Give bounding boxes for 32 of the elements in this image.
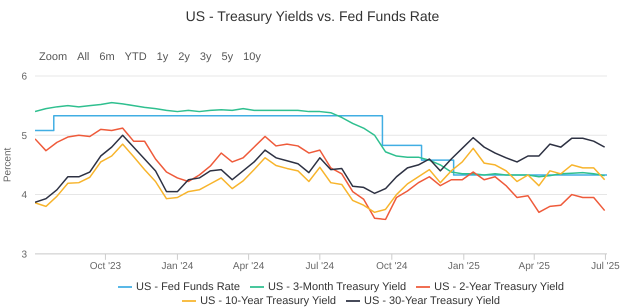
legend-label: US - 3-Month Treasury Yield bbox=[268, 280, 406, 293]
text: YTD bbox=[124, 50, 148, 65]
line-series bbox=[35, 134, 606, 203]
x-tick-label: Jan '25 bbox=[448, 260, 480, 272]
x-tick-label: Apr '25 bbox=[518, 260, 550, 272]
x-tick-label: Oct '24 bbox=[376, 260, 408, 272]
text: 2y bbox=[177, 50, 191, 65]
text: 1y bbox=[156, 50, 170, 65]
legend-label: US - 30-Year Treasury Yield bbox=[364, 294, 500, 307]
y-tick-label: 3 bbox=[21, 249, 28, 260]
y-axis-title: Percent bbox=[2, 147, 14, 182]
text: Zoom bbox=[38, 50, 68, 65]
chart-title: US - Treasury Yields vs. Fed Funds Rate bbox=[184, 8, 440, 24]
legend-label: US - 10-Year Treasury Yield bbox=[200, 294, 336, 307]
line-series bbox=[35, 127, 606, 220]
y-tick-label: 6 bbox=[21, 72, 28, 83]
legend-label: US - Fed Funds Rate bbox=[136, 280, 240, 293]
text: All bbox=[76, 50, 90, 65]
x-tick-label: Jul '24 bbox=[306, 260, 335, 272]
x-tick-label: Jul '25 bbox=[591, 260, 620, 272]
y-tick-label: 4 bbox=[21, 190, 28, 202]
line-series bbox=[35, 102, 606, 178]
text: 3y bbox=[198, 50, 213, 65]
x-tick-label: Apr '24 bbox=[232, 260, 265, 272]
line-series bbox=[35, 143, 606, 214]
legend-label: US - 2-Year Treasury Yield bbox=[434, 280, 564, 293]
x-tick-label: Jan '24 bbox=[161, 260, 194, 272]
text: 10y bbox=[242, 50, 262, 65]
x-tick-label: Oct '23 bbox=[90, 260, 122, 272]
text: 5y bbox=[220, 50, 234, 65]
y-tick-label: 5 bbox=[21, 130, 28, 142]
text: 6m bbox=[98, 50, 116, 65]
